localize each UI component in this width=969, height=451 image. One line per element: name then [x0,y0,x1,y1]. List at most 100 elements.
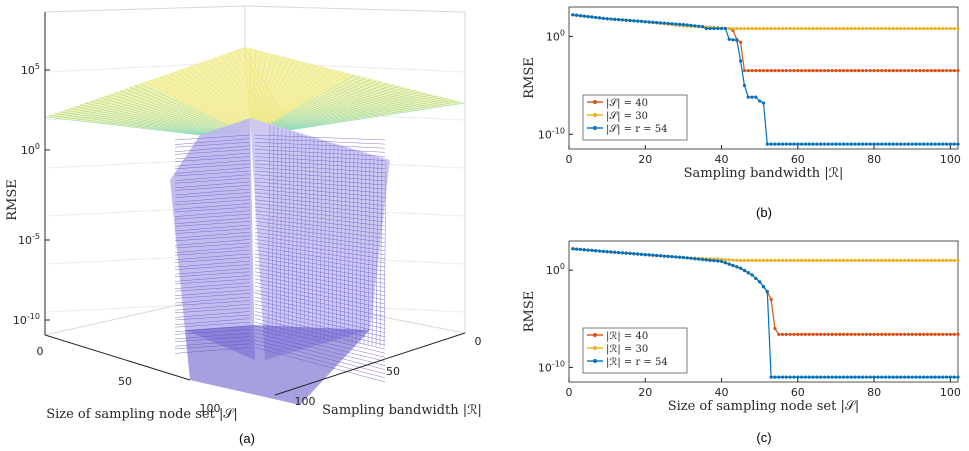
mesh-line [174,307,251,313]
data-point [830,332,834,336]
surface-floor [185,325,370,405]
y-tick-label: 10-10 [538,359,565,374]
data-point [582,14,586,18]
data-point [914,26,918,31]
data-point [616,250,621,255]
data-point [822,26,827,31]
data-point [750,258,754,263]
data-point [918,375,922,379]
data-point [700,257,705,262]
data-point [830,375,834,379]
mesh-line [144,81,246,133]
data-point [651,253,655,257]
mesh-line [254,235,386,255]
data-point [841,258,846,263]
data-point [609,250,613,254]
data-point [712,259,716,263]
data-point [948,258,952,263]
data-point [861,69,865,73]
data-point [750,26,754,31]
caption-a: (a) [239,431,255,446]
data-point [887,142,891,146]
data-point [948,332,952,336]
mesh-line [371,156,375,346]
mesh-line [174,188,251,196]
y-axis-line-a [274,332,466,396]
mesh-line [279,88,411,128]
data-point [807,375,811,379]
mesh-line [343,147,347,343]
data-point [864,332,869,336]
data-point [811,375,815,379]
mesh-line [64,109,210,135]
mesh-line [266,70,339,124]
mesh-line [323,141,327,341]
mesh-line [275,127,279,336]
data-point [899,142,903,146]
data-point [758,258,762,263]
mesh-line [254,138,386,145]
data-point [937,258,941,263]
mesh-line [375,157,379,346]
data-point [933,332,937,336]
data-point [864,26,869,31]
mesh-line [254,203,386,219]
data-point [819,69,823,73]
data-point [834,26,838,31]
data-point [864,258,869,263]
data-point [773,326,777,331]
data-point [620,251,624,255]
mesh-line [363,153,367,345]
data-point [769,258,773,263]
data-point [624,251,628,255]
data-point [582,248,586,252]
mesh-line [275,83,389,127]
data-point [761,285,766,289]
x-axis-label-a: Size of sampling node set |𝒮| [46,407,238,422]
data-point [727,258,731,262]
data-point [872,258,876,263]
data-point [716,259,720,263]
mesh-line [347,148,351,344]
data-point [624,18,628,22]
data-point [761,258,766,263]
series-2 [571,13,960,146]
data-point [769,297,773,301]
data-point [822,142,827,146]
data-point [590,248,594,252]
data-point [822,69,827,73]
mesh-line [303,135,307,339]
data-point [849,332,853,336]
mesh-line [174,199,251,205]
data-point [601,249,605,253]
legend: |ℛ| = 40 |ℛ| = 30 |ℛ| = r = 54 [582,327,688,374]
data-point [712,26,716,31]
data-point [937,332,941,336]
data-point [956,332,960,336]
legend-label: |ℛ| = r = 54 [606,357,668,368]
data-point [849,258,853,263]
legend-marker [593,113,597,117]
data-point [849,375,853,379]
data-point [891,375,895,379]
y-tick-label: 10-10 [538,126,565,141]
x-axis-label: Size of sampling node set |𝒮| [668,399,860,414]
data-point [636,252,640,256]
data-point [655,20,659,25]
data-point [636,19,640,23]
mesh-line [174,178,251,184]
data-point [880,332,884,336]
data-point [822,258,827,263]
data-point [754,258,758,263]
data-point [887,375,891,379]
data-point [620,18,624,22]
mesh-line [174,264,251,270]
data-point [918,332,922,336]
data-point [788,375,792,379]
data-point [922,142,926,146]
mesh-line [335,145,339,342]
data-point [952,142,956,146]
mesh-line [264,67,328,123]
data-point [868,332,872,336]
data-point [807,332,811,336]
